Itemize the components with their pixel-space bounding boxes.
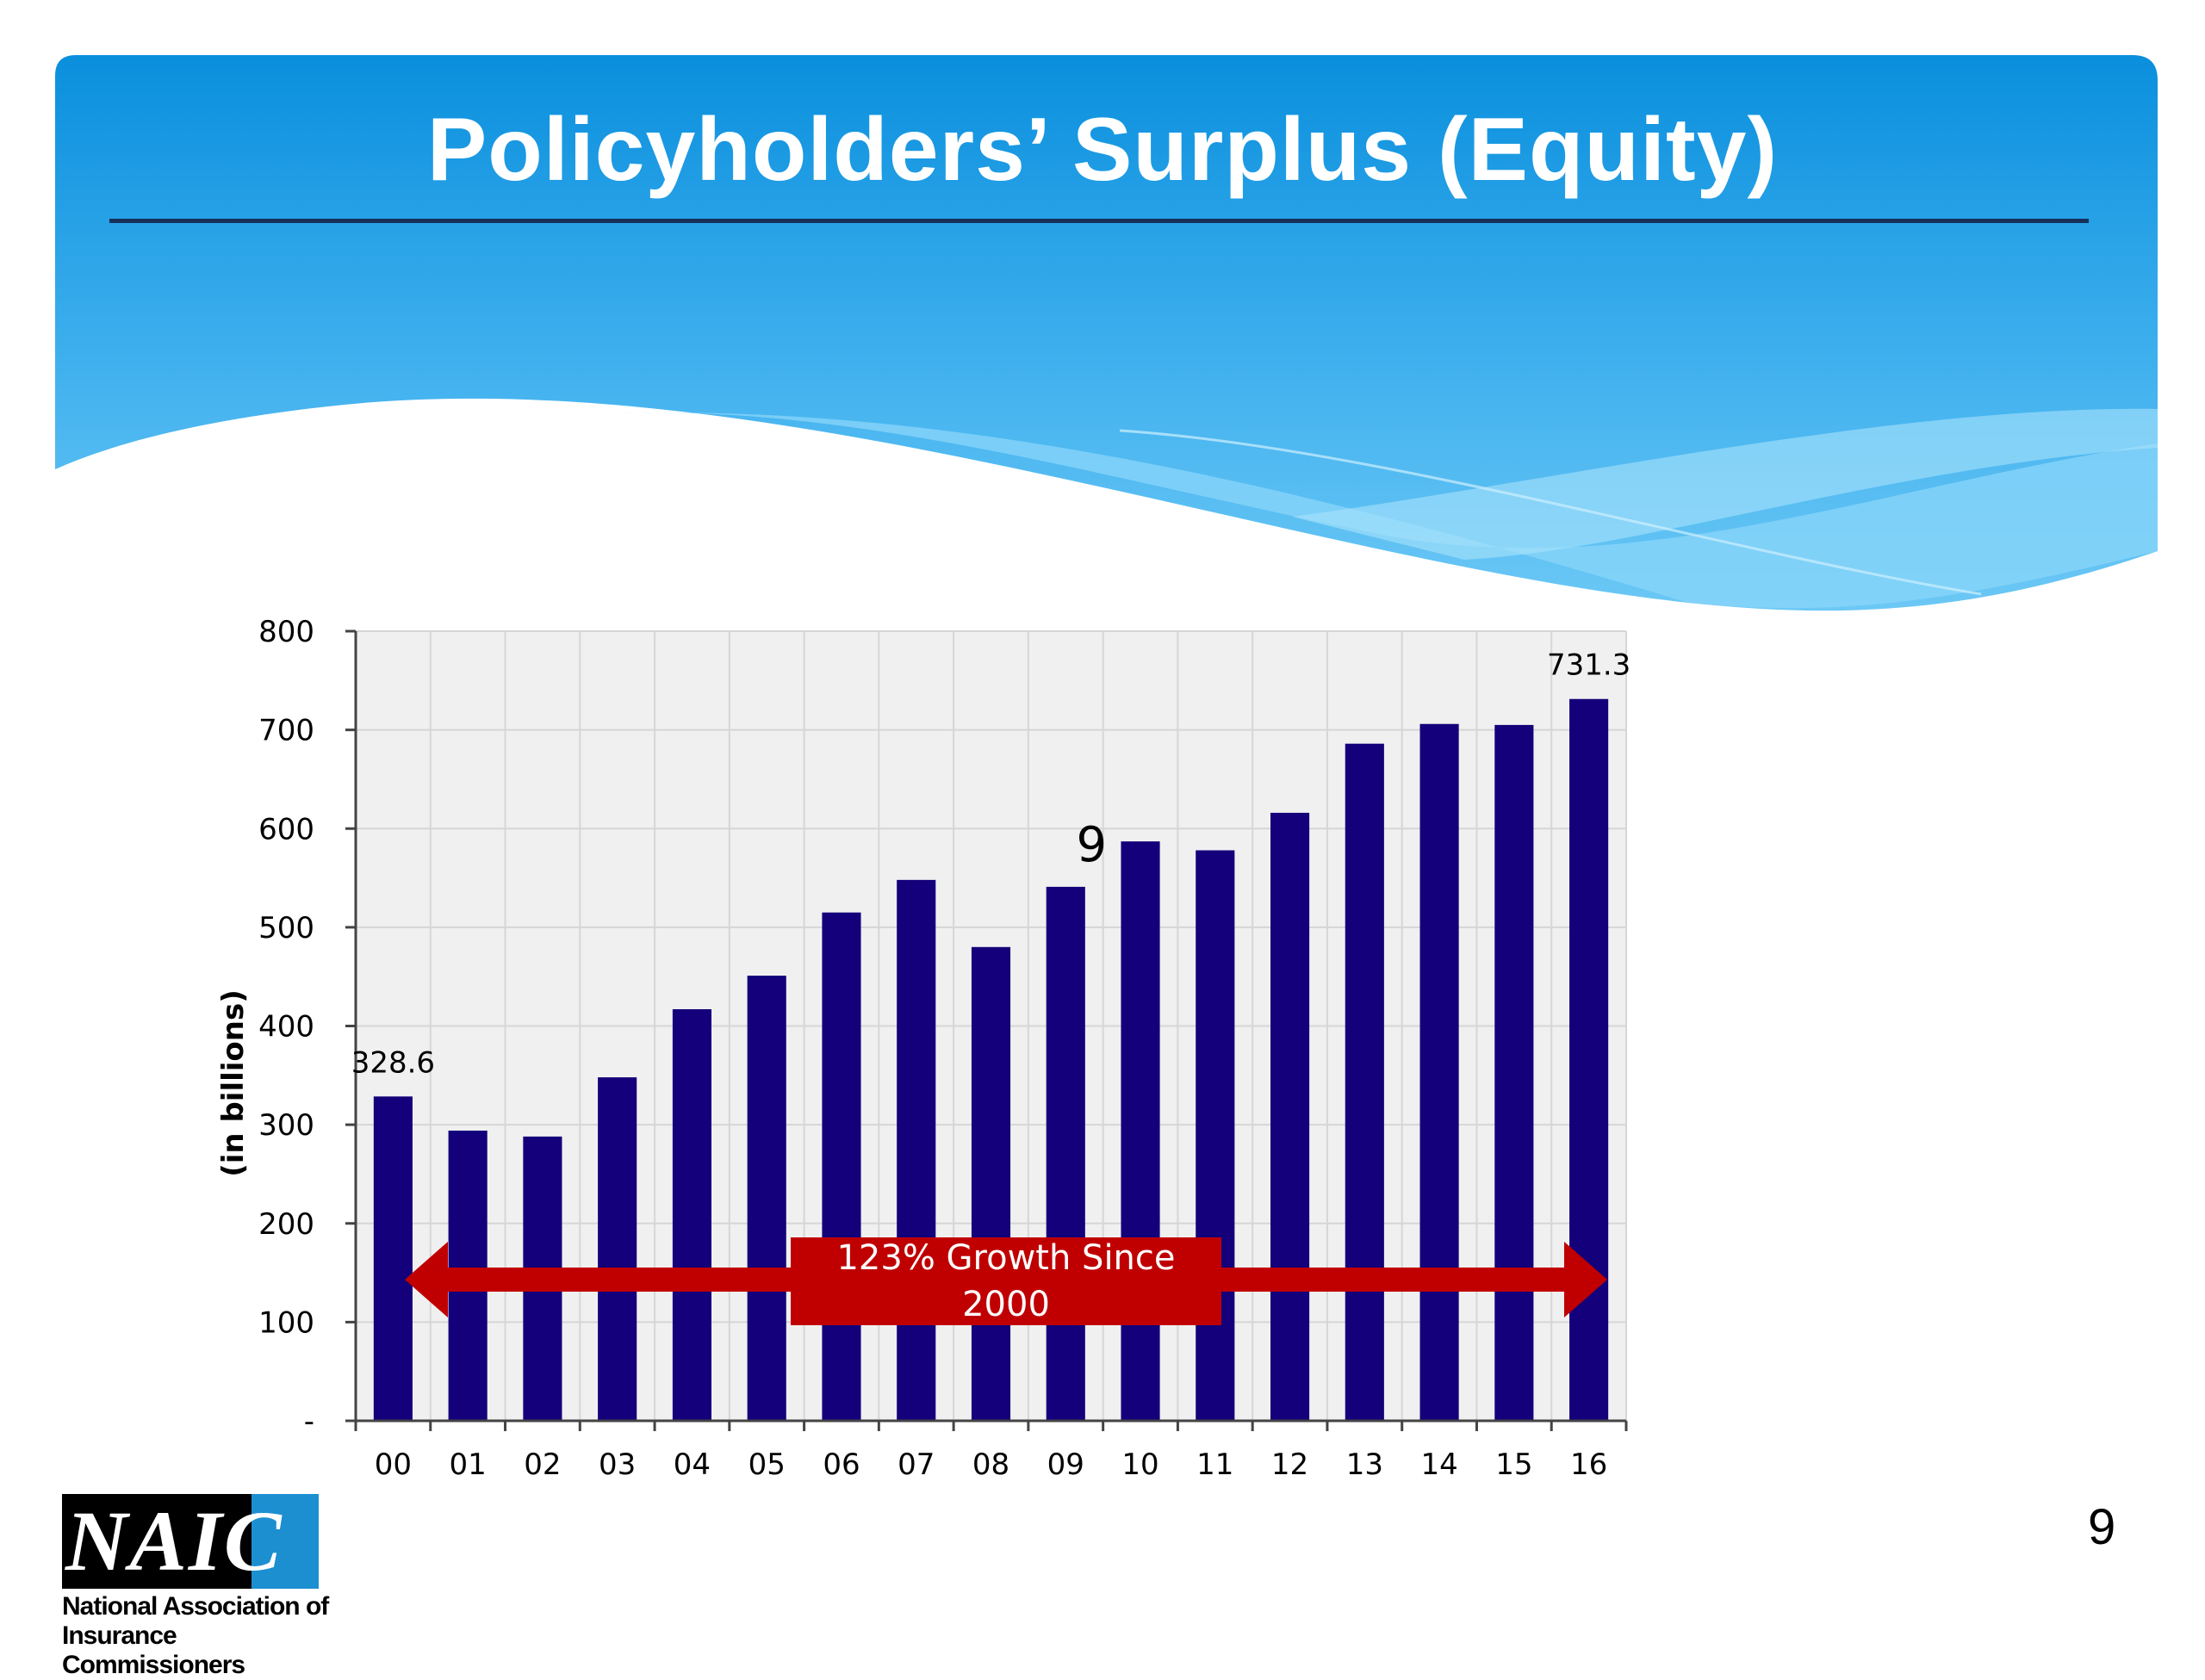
header-banner	[55, 55, 2158, 611]
title-underline	[109, 219, 2089, 223]
logo-letters: NAIC	[65, 1493, 283, 1589]
banner-wave-line	[1119, 429, 1982, 596]
stray-annotation: 9	[1076, 817, 1107, 873]
x-tick-label: 12	[1271, 1448, 1308, 1482]
x-tick-label: 16	[1570, 1448, 1607, 1482]
banner-wave-light	[620, 412, 2158, 609]
x-tick-label: 11	[1196, 1448, 1233, 1482]
naic-logo: NAIC National Association of Insurance C…	[62, 1493, 329, 1679]
slide-title: Policyholders’ Surplus (Equity)	[426, 100, 1779, 200]
data-labels: 328.6 731.3 9	[351, 648, 1631, 1081]
y-tick-label: 200	[258, 1207, 314, 1242]
x-tick-label: 05	[748, 1448, 786, 1482]
x-tick-label: 14	[1420, 1448, 1457, 1482]
bar-15	[1494, 724, 1534, 1421]
bar-04	[672, 1009, 711, 1421]
bar-00	[373, 1096, 413, 1421]
logo-org-name: National Association of Insurance Commis…	[62, 1592, 338, 1680]
y-tick-label: 600	[258, 812, 314, 846]
bar-08	[971, 946, 1011, 1421]
x-tick-label: 07	[898, 1448, 935, 1482]
x-tick-label: 06	[823, 1448, 860, 1482]
x-tick-label: 09	[1047, 1448, 1084, 1482]
data-label-00: 328.6	[351, 1045, 435, 1080]
logo-org-line1: National Association of	[62, 1592, 329, 1621]
logo-org-line2: Insurance Commissioners	[62, 1621, 245, 1679]
bar-13	[1345, 743, 1384, 1421]
data-label-16: 731.3	[1547, 648, 1630, 683]
y-tick-label: 300	[258, 1108, 314, 1143]
page-number: 9	[2088, 1499, 2116, 1555]
banner-wave-streak	[1292, 408, 2158, 560]
bar-11	[1196, 850, 1235, 1421]
bar-09	[1046, 886, 1085, 1421]
y-tick-label: 700	[258, 714, 314, 748]
x-tick-label: 08	[972, 1448, 1009, 1482]
x-tick-label: 02	[524, 1448, 561, 1482]
bar-14	[1419, 723, 1459, 1421]
x-tick-label: 04	[674, 1448, 711, 1482]
x-tick-label: 01	[450, 1448, 487, 1482]
y-tick-label: 500	[258, 911, 314, 945]
axes	[345, 629, 1628, 1431]
bar-06	[822, 912, 861, 1421]
y-tick-label: 800	[258, 615, 314, 649]
x-tick-label: 13	[1346, 1448, 1383, 1482]
x-tick-label: 10	[1121, 1448, 1158, 1482]
logo-accent	[252, 1494, 319, 1589]
tick-labels: - 100 200 300 400 500 600 700 800 00 01 02 03 04 05 06 0…	[258, 615, 1607, 1482]
bar-07	[897, 879, 936, 1421]
y-axis-label: (in billions)	[216, 989, 251, 1177]
bar-05	[747, 976, 786, 1421]
x-tick-label: 00	[375, 1448, 412, 1482]
bar-12	[1270, 812, 1310, 1421]
x-tick-label: 15	[1495, 1448, 1532, 1482]
y-tick-label: -	[304, 1404, 314, 1439]
x-tick-label: 03	[599, 1448, 636, 1482]
y-tick-label: 400	[258, 1010, 314, 1045]
bar-03	[598, 1077, 637, 1421]
growth-annotation: 123% Growth Since 2000	[791, 1237, 1221, 1325]
y-tick-label: 100	[258, 1305, 314, 1340]
bars	[373, 698, 1609, 1421]
